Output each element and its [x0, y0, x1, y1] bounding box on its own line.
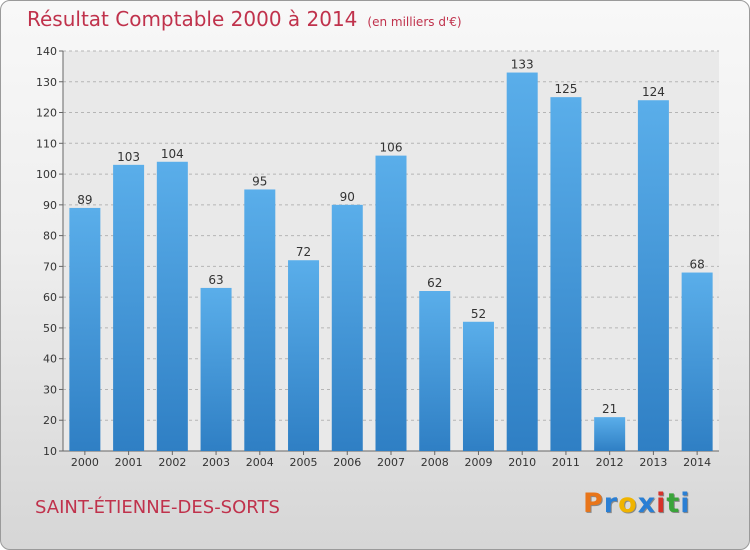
bar-2000	[69, 207, 101, 451]
commune-name: SAINT-ÉTIENNE-DES-SORTS	[35, 497, 280, 518]
bar-value-label: 106	[380, 141, 403, 155]
bar-2008	[419, 291, 451, 451]
bar-2013	[637, 100, 669, 451]
bar-2014	[681, 272, 713, 451]
proxiti-logo: Proxiti	[583, 488, 691, 519]
logo-letter: r	[603, 488, 619, 519]
bar-value-label: 68	[689, 258, 704, 272]
bar-2003	[200, 287, 232, 451]
y-tick-label: 70	[43, 260, 57, 273]
x-tick-label: 2007	[377, 456, 405, 469]
y-tick-label: 20	[43, 414, 57, 427]
bar-2010	[506, 72, 538, 452]
logo-letter: x	[637, 488, 657, 519]
y-tick-label: 10	[43, 445, 57, 458]
bar-value-label: 95	[252, 174, 267, 188]
bar-value-label: 72	[296, 245, 311, 259]
chart-title: Résultat Comptable 2000 à 2014 (en millie…	[27, 7, 462, 31]
x-tick-label: 2009	[464, 456, 492, 469]
bar-value-label: 124	[642, 85, 665, 99]
bar-2009	[462, 321, 494, 451]
bar-2007	[375, 155, 407, 451]
bar-value-label: 133	[511, 58, 534, 72]
x-tick-label: 2002	[158, 456, 186, 469]
bar-value-label: 62	[427, 276, 442, 290]
bar-2002	[156, 161, 188, 451]
bar-value-label: 63	[208, 273, 223, 287]
bar-value-label: 90	[340, 190, 355, 204]
bar-2012	[594, 417, 626, 451]
bar-value-label: 89	[77, 193, 92, 207]
x-tick-label: 2004	[246, 456, 274, 469]
chart-unit: (en milliers d'€)	[367, 15, 462, 29]
bar-value-label: 52	[471, 307, 486, 321]
bar-2011	[550, 97, 582, 452]
x-tick-label: 2010	[508, 456, 536, 469]
y-tick-label: 50	[43, 322, 57, 335]
logo-letter: i	[680, 488, 691, 519]
y-tick-label: 60	[43, 291, 57, 304]
y-tick-label: 90	[43, 199, 57, 212]
logo-letter: P	[583, 488, 604, 519]
y-tick-label: 120	[36, 107, 57, 120]
y-tick-label: 140	[36, 45, 57, 58]
y-tick-label: 110	[36, 137, 57, 150]
bar-2001	[113, 164, 145, 451]
x-tick-label: 2006	[333, 456, 361, 469]
bar-value-label: 103	[117, 150, 140, 164]
x-tick-label: 2012	[596, 456, 624, 469]
x-tick-label: 2014	[683, 456, 711, 469]
x-tick-label: 2005	[290, 456, 318, 469]
x-tick-label: 2003	[202, 456, 230, 469]
y-tick-label: 100	[36, 168, 57, 181]
y-tick-label: 80	[43, 230, 57, 243]
x-tick-label: 2013	[639, 456, 667, 469]
y-tick-label: 30	[43, 383, 57, 396]
x-tick-label: 2008	[421, 456, 449, 469]
chart-title-text: Résultat Comptable 2000 à 2014	[27, 7, 358, 31]
bar-value-label: 104	[161, 147, 184, 161]
logo-letter: t	[666, 488, 681, 519]
x-tick-label: 2000	[71, 456, 99, 469]
logo-letter: i	[656, 488, 667, 519]
bar-2005	[288, 260, 320, 451]
y-tick-label: 40	[43, 353, 57, 366]
bar-value-label: 125	[554, 82, 577, 96]
y-tick-label: 130	[36, 76, 57, 89]
bar-2004	[244, 189, 276, 451]
bar-2006	[331, 204, 363, 451]
logo-letter: o	[618, 488, 638, 519]
x-tick-label: 2011	[552, 456, 580, 469]
x-tick-label: 2001	[115, 456, 143, 469]
bar-value-label: 21	[602, 402, 617, 416]
